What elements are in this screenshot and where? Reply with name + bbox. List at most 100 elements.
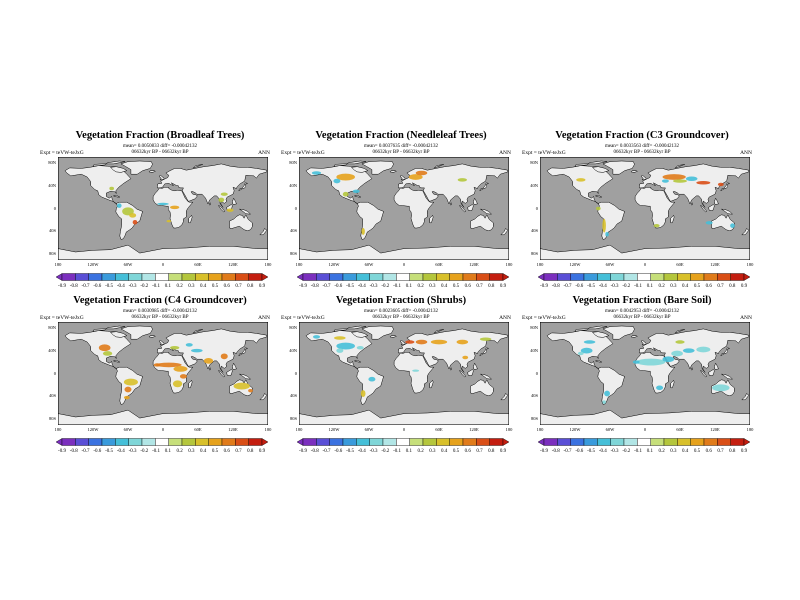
anomaly-patch (712, 384, 730, 392)
map-panel: Vegetation Fraction (Broadleaf Trees) mea… (40, 130, 280, 315)
longitude-label: 180 (536, 262, 544, 267)
landmass-philippines (473, 362, 478, 370)
landmass-antarctica (299, 409, 509, 425)
longitude-label: 180 (746, 262, 754, 267)
colorbar-tick-label: 0.5 (452, 449, 460, 454)
colorbar-tick-label: 0.4 (441, 449, 448, 454)
colorbar-swatch (543, 273, 558, 281)
landmass-cuba (354, 195, 361, 198)
colorbar (297, 273, 509, 281)
latitude-label: 40N (530, 347, 538, 353)
colorbar-tick-label: 0.7 (476, 284, 483, 289)
map-panel: Vegetation Fraction (Shrubs) mean= 0.0023… (281, 295, 521, 480)
colorbar-swatch (61, 438, 76, 446)
landmass-philippines (714, 362, 719, 370)
anomaly-patch (356, 346, 364, 350)
colorbar-swatch (449, 273, 464, 281)
anomaly-patch (462, 355, 469, 360)
colorbar-tick-label: 0.5 (693, 449, 701, 454)
map-plot (299, 322, 509, 425)
anomaly-patch (632, 360, 640, 364)
anomaly-patch (656, 385, 664, 391)
latitude-label: 80S (289, 251, 297, 257)
colorbar-swatch (717, 438, 731, 446)
latitude-label: 80N (48, 324, 56, 330)
colorbar-tick-label: -0.8 (69, 284, 78, 289)
landmass-new-zealand (259, 393, 268, 401)
landmass-canadian-islands (92, 325, 126, 332)
panel-title: Vegetation Fraction (Needleleaf Trees) (315, 130, 487, 141)
colorbar-swatch (316, 438, 330, 446)
colorbar-tick-label: 0.4 (200, 449, 207, 454)
colorbar-swatch (181, 438, 196, 446)
colorbar-tick-label: 0.7 (717, 284, 724, 289)
longitude-label: 60W (123, 427, 133, 432)
colorbar-tick-label: -0.7 (563, 449, 572, 454)
landmass-britain (641, 339, 647, 346)
colorbar-tick-label: 0.9 (499, 449, 507, 454)
panel-mean-diff: mean= 0.0023605 diff= -0.00042132 (363, 309, 438, 314)
panel-season: ANN (740, 315, 752, 321)
anomaly-patch (336, 342, 355, 350)
panel-title: Vegetation Fraction (Shrubs) (335, 295, 467, 306)
map-panel: Vegetation Fraction (Needleleaf Trees) me… (281, 130, 521, 315)
landmass-sumatra (217, 205, 226, 213)
colorbar-swatch (570, 273, 585, 281)
map-panel: Vegetation Fraction (Bare Soil) mean= 0.0… (522, 295, 762, 480)
anomaly-patch (602, 218, 606, 233)
landmass-eurasia (638, 163, 750, 208)
latitude-label: 0 (535, 205, 538, 211)
colorbar-swatch (141, 273, 156, 281)
longitude-label: 180 (505, 262, 513, 267)
landmass-sri-lanka (690, 202, 694, 206)
longitude-label: 120W (87, 427, 99, 432)
colorbar-swatch (436, 273, 450, 281)
colorbar-swatch (677, 273, 691, 281)
anomaly-patch (604, 390, 610, 397)
panel-title: Vegetation Fraction (C4 Groundcover) (73, 295, 247, 306)
colorbar-swatch (650, 438, 665, 446)
colorbar-tick-label: 0.6 (464, 449, 471, 454)
landmass-indonesia-borneo (708, 369, 715, 377)
colorbar-swatch (489, 438, 504, 446)
anomaly-patch (675, 340, 685, 344)
panel-experiment: Expt = teVW-teJxG (522, 150, 566, 156)
colorbar-tick-label: 0.7 (476, 449, 483, 454)
colorbar-high-arrow (743, 438, 750, 446)
anomaly-patch (457, 178, 467, 182)
latitude-label: 80N (530, 159, 538, 165)
colorbar-swatch (141, 438, 156, 446)
landmass-baffin (109, 166, 128, 173)
anomaly-patch (123, 378, 138, 386)
colorbar-swatch (422, 438, 437, 446)
landmass-japan (720, 347, 731, 357)
colorbar-swatch (316, 273, 330, 281)
colorbar-tick-label: 0.4 (441, 284, 448, 289)
anomaly-patch (415, 170, 428, 176)
colorbar-tick-label: -0.3 (128, 284, 137, 289)
panel-mean-diff: mean= 0.0030985 diff= -0.00042132 (122, 309, 197, 314)
landmass-new-guinea (480, 208, 493, 215)
anomaly-patch (696, 181, 711, 185)
longitude-label: 0 (643, 262, 647, 267)
landmass-greenland (120, 160, 153, 175)
anomaly-patch (583, 340, 596, 344)
colorbar-tick-label: -0.1 (152, 449, 161, 454)
anomaly-patch (98, 344, 111, 352)
landmass-sri-lanka (208, 202, 212, 206)
landmass-arabia-iceland (148, 170, 156, 173)
landmass-sumatra (458, 205, 467, 213)
panel-experiment: Expt = teVW-teJxG (281, 315, 325, 321)
colorbar-swatch (422, 273, 437, 281)
landmass-madagascar (670, 379, 675, 389)
colorbar-swatch (195, 273, 209, 281)
colorbar-swatch (396, 273, 410, 281)
colorbar-swatch (583, 273, 598, 281)
longitude-label: 0 (643, 427, 647, 432)
latitude-label: 80S (48, 416, 56, 422)
colorbar-swatch (155, 273, 169, 281)
colorbar-tick-label: -0.2 (622, 284, 631, 289)
panel-experiment: Expt = teVW-teJxG (522, 315, 566, 321)
colorbar-tick-label: 0.6 (223, 449, 230, 454)
landmass-new-guinea (721, 373, 734, 380)
